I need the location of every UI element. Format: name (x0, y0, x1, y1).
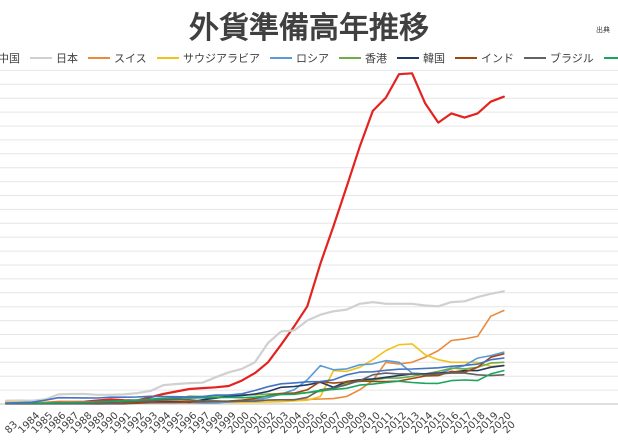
gridlines (0, 69, 618, 391)
legend: 中国日本スイスサウジアラビアロシア香港韓国インドブラジルシンガポール台湾 (0, 51, 618, 65)
legend-label-8: ブラジル (550, 51, 594, 65)
legend-label-6: 韓国 (423, 52, 445, 65)
series-line-8 (5, 372, 505, 405)
chart-title: 外貨準備高年推移 (189, 11, 429, 46)
legend-label-0: 中国 (0, 52, 20, 65)
source-note: 出典 (596, 25, 610, 34)
series-line-0 (4, 72, 505, 404)
legend-label-5: 香港 (365, 52, 387, 65)
series-lines (4, 72, 505, 405)
series-line-9 (5, 369, 505, 405)
legend-label-1: 日本 (56, 51, 78, 65)
legend-label-3: サウジアラビア (183, 52, 260, 65)
legend-label-2: スイス (114, 52, 147, 65)
legend-label-7: インド (481, 52, 514, 65)
x-axis-ticks: 8319841985198619871988198919901991199219… (3, 410, 518, 436)
legend-label-4: ロシア (296, 52, 329, 65)
series-line-1 (4, 290, 505, 402)
series-line-4 (5, 351, 505, 405)
series-line-10 (5, 357, 505, 405)
